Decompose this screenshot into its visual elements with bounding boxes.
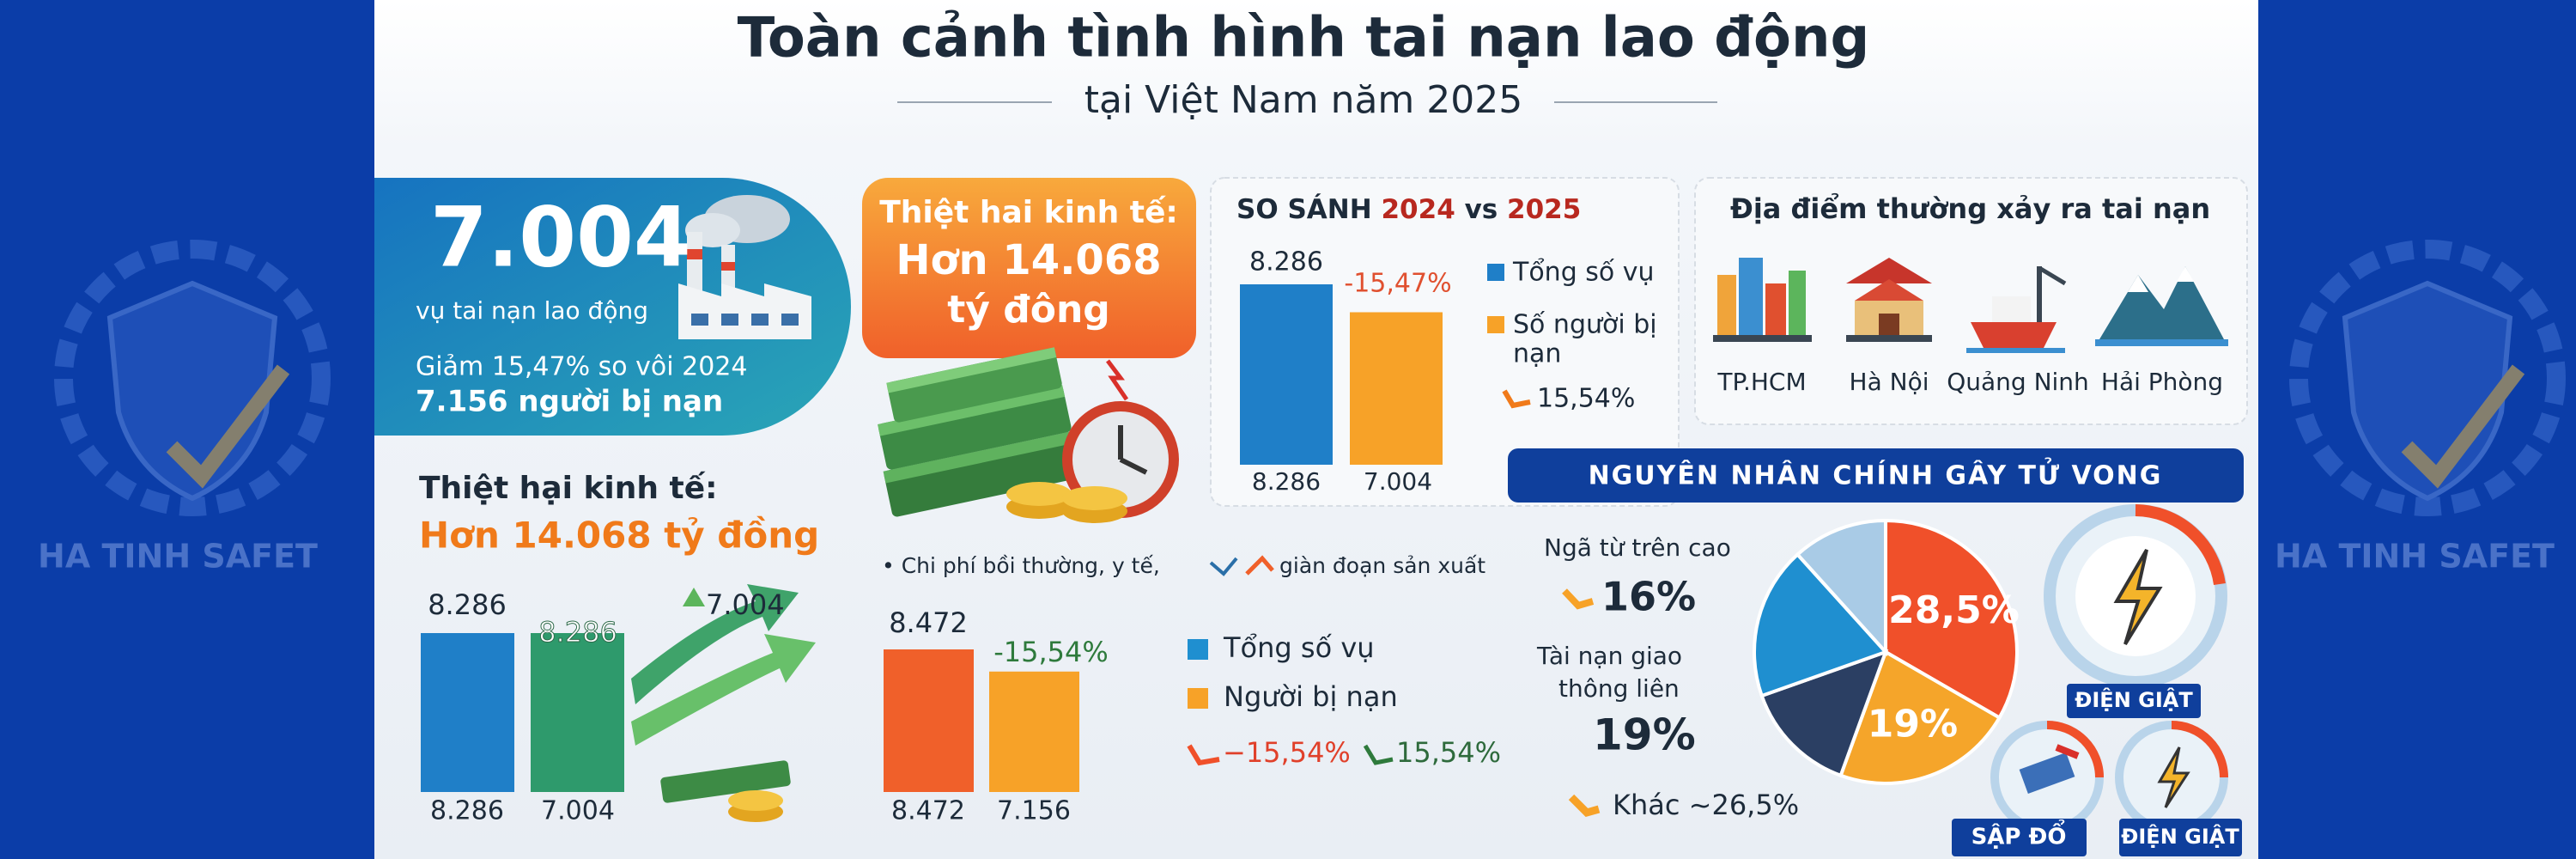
cause-icon [1568, 794, 1601, 818]
pie-slice [1753, 551, 1889, 698]
bottom-label: 7.004 [1364, 467, 1432, 496]
locations-card [1694, 177, 2248, 425]
title: Toàn cảnh tình hình tai nạn lao động [738, 7, 1870, 70]
location-icons [1713, 258, 2228, 353]
cause-pct: 19% [1593, 710, 1696, 760]
card-title: Địa điểm thường xảy ra tai nạn [1730, 192, 2210, 225]
pie-slice [1838, 649, 2002, 785]
value-label: 8.286 [428, 588, 507, 621]
value-label: 8.286 [1249, 247, 1323, 277]
change-icon [1363, 744, 1394, 765]
bottom-label: 7.004 [541, 796, 615, 826]
value-label: -15,47% [1344, 269, 1451, 299]
legend-swatch [1487, 316, 1504, 333]
bar [1240, 284, 1333, 465]
badge-box [1952, 819, 2087, 856]
change-icon [1187, 744, 1220, 766]
title-part: 2025 [1507, 194, 1581, 225]
subtitle: tại Việt Nam năm 2025 [1084, 78, 1523, 122]
legend-swatch [1487, 264, 1504, 281]
section-title: Thiệt hại kinh tế: [419, 471, 718, 506]
card-unit: tý đông [947, 288, 1110, 332]
legend-swatch [1188, 639, 1208, 660]
change-label: 15,54% [1537, 384, 1635, 414]
card-title: Thiệt hai kinh tế: [879, 195, 1178, 230]
badge-box [2067, 684, 2201, 718]
cause-label: Khác ~26,5% [1613, 789, 1799, 821]
title-part: vs [1465, 194, 1498, 225]
badge-box [2119, 819, 2242, 856]
value-label: 8.286 [538, 616, 617, 649]
value-label: 8.472 [889, 606, 968, 639]
cause-label: Tài nạn giao [1536, 642, 1682, 670]
money-illustration [878, 347, 1179, 523]
pie-label: 28,5% [1888, 588, 2020, 632]
location-label: Hà Nội [1850, 368, 1929, 396]
legend-label: Số người bị [1513, 310, 1657, 340]
pie-label: 19% [1868, 702, 1958, 746]
bottom-label: 8.286 [430, 796, 504, 826]
pie-slice [1759, 649, 1889, 778]
bar [421, 633, 514, 792]
location-label: Hải Phòng [2101, 368, 2223, 396]
change-label: 15,54% [1396, 736, 1501, 769]
legend-label: Tổng số vụ [1223, 631, 1375, 664]
arrow-label: 7.004 [706, 588, 785, 621]
cause-label: Ngã từ trên cao [1544, 533, 1731, 562]
legend-label: Người bị nạn [1224, 680, 1398, 713]
location-label: TP.HCM [1716, 368, 1806, 396]
hero-number: 7.004 [430, 189, 691, 285]
bottom-label: 7.156 [997, 796, 1071, 826]
hero-line: 7.156 người bị nạn [416, 385, 723, 419]
loss-card [862, 178, 1196, 358]
hero-label: vụ tai nạn lao động [416, 296, 648, 325]
badge-label: ĐIỆN GIẬT [2075, 686, 2193, 712]
change-label: −15,54% [1223, 736, 1351, 769]
legend-label: nạn [1513, 339, 1561, 369]
note: • Chi phí bồi thường, y tế, [882, 553, 1160, 578]
factory-icon [678, 195, 811, 339]
bar [531, 633, 624, 792]
bottom-label: 8.286 [1252, 467, 1321, 496]
note: giàn đoạn sản xuất [1279, 553, 1485, 578]
cause-pct: 16% [1601, 574, 1696, 620]
section-title: NGUYÊN NHÂN CHÍNH GÂY TỬ VONG [1589, 457, 2163, 491]
cause-label: thông liên [1558, 674, 1680, 703]
growth-arrows [631, 584, 816, 822]
section-value: Hơn 14.068 tỷ đồng [419, 515, 819, 557]
pie-slice [1795, 518, 1887, 657]
legend-swatch [1188, 688, 1208, 709]
note-icon [1209, 557, 1238, 576]
compare-title: SO SÁNH 2024 vs 2025 [1236, 194, 1581, 225]
bar [1350, 312, 1443, 465]
causes-header [1508, 448, 2244, 503]
brand-logo-left [54, 240, 331, 516]
brand: HA TINH SAFET [38, 538, 318, 576]
change-icon [1502, 389, 1531, 409]
value-label: -15,54% [993, 636, 1109, 668]
bar [989, 671, 1079, 792]
title-part: SO SÁNH [1236, 194, 1372, 225]
location-label: Quảng Ninh [1947, 368, 2089, 396]
brand: HA TINH SAFET [2275, 538, 2555, 576]
bar [884, 649, 974, 792]
cause-icon [1562, 588, 1595, 610]
legend-label: Tổng số vụ [1512, 257, 1655, 288]
bottom-label: 8.472 [891, 796, 965, 826]
pie-slice [1884, 518, 2019, 721]
badge-label: ĐIỆN GIẬT [2121, 823, 2239, 849]
brand-logo-right [2289, 240, 2566, 516]
hero-line: Giảm 15,47% so vôi 2024 [416, 352, 748, 382]
note-icon [1245, 555, 1274, 576]
card-value: Hơn 14.068 [896, 236, 1161, 284]
title-part: 2024 [1381, 194, 1455, 225]
badge-icons [1990, 504, 2228, 834]
